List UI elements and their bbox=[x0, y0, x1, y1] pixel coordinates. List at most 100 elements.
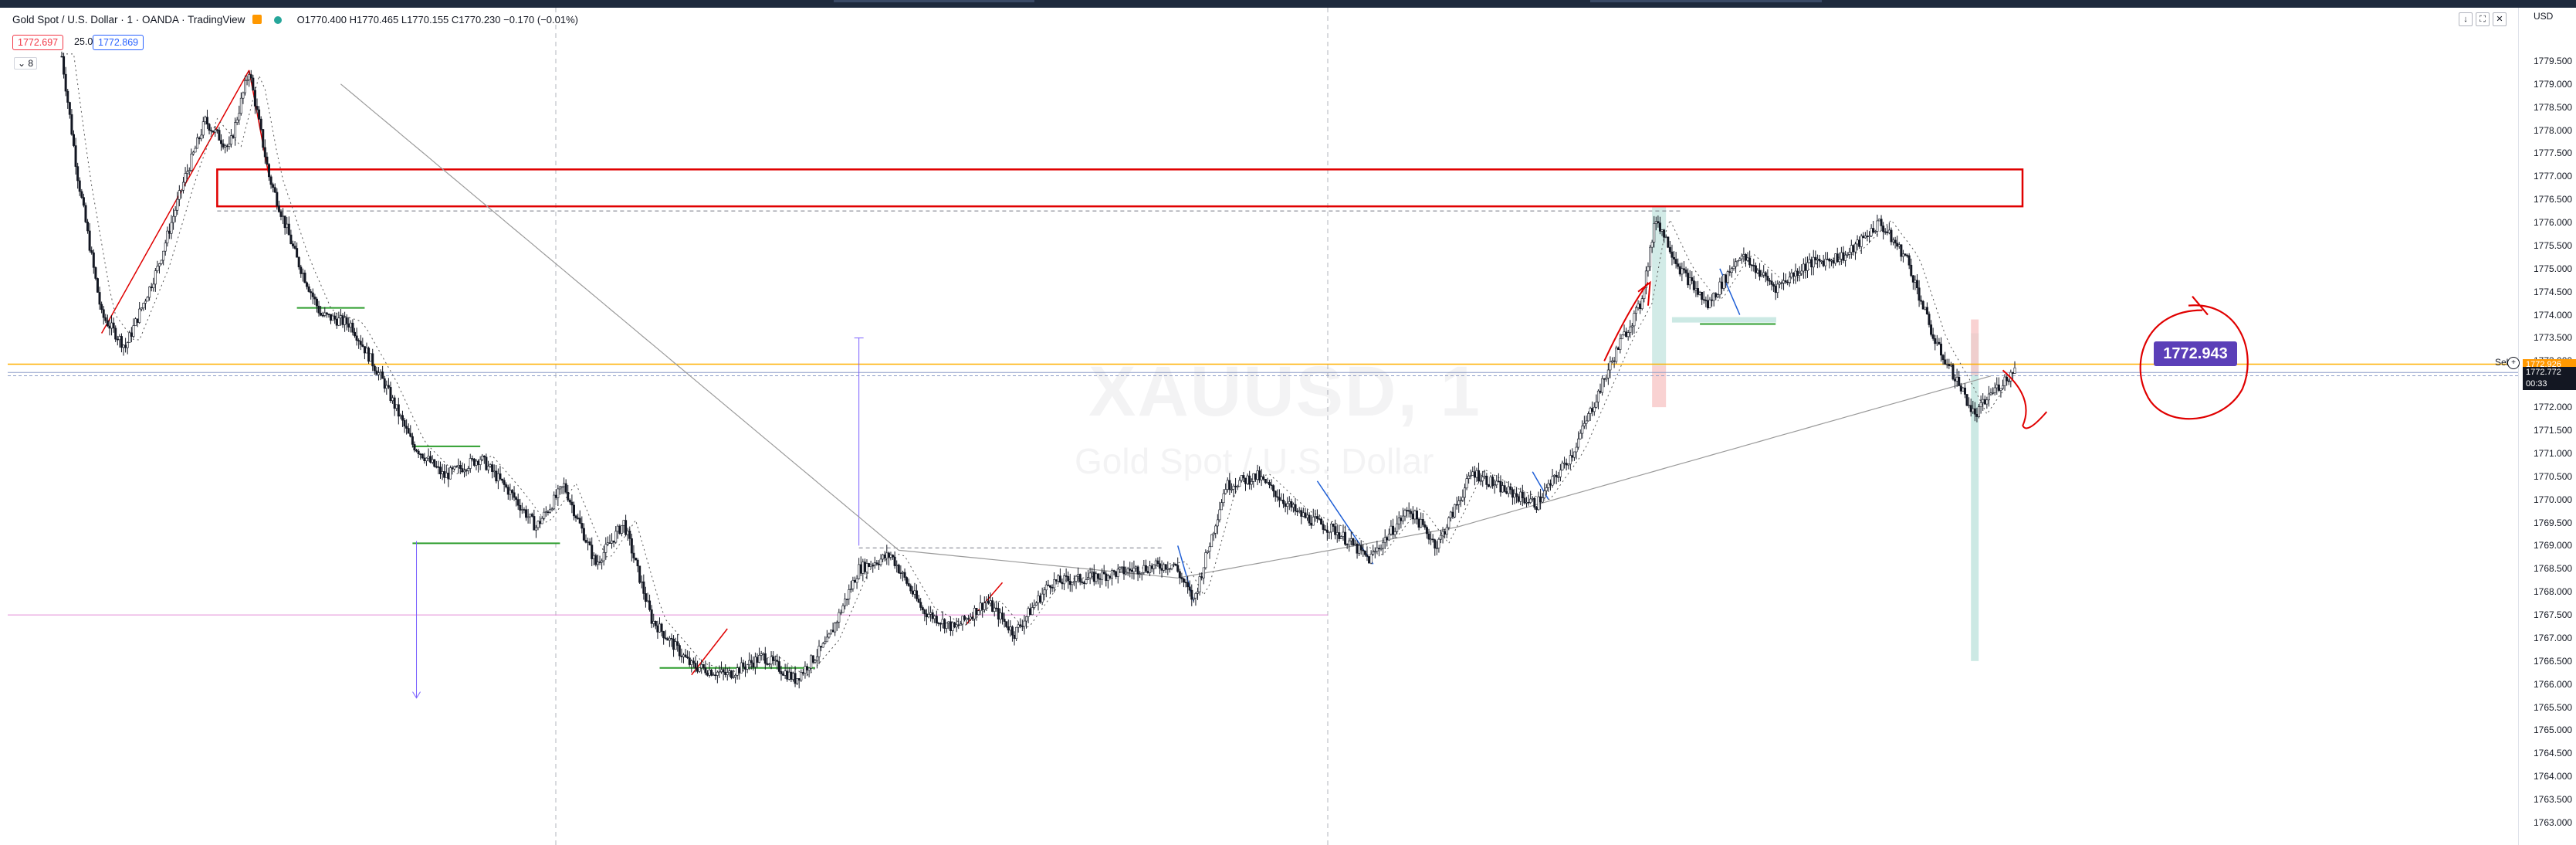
candle-bullish bbox=[1633, 313, 1636, 327]
candle-bearish bbox=[1264, 479, 1267, 484]
candle-bullish bbox=[1572, 451, 1576, 458]
candle-bullish bbox=[1601, 378, 1604, 393]
candle-bearish bbox=[1842, 252, 1845, 261]
candle-bullish bbox=[1210, 534, 1214, 548]
price-tick-label: 1770.500 bbox=[2534, 470, 2573, 482]
candle-bullish bbox=[708, 670, 711, 676]
close-icon[interactable]: ✕ bbox=[2493, 12, 2507, 26]
candle-bearish bbox=[1290, 501, 1293, 508]
price-tick-label: 1773.500 bbox=[2534, 332, 2573, 344]
candle-bearish bbox=[82, 197, 85, 206]
candle-bullish bbox=[1220, 502, 1224, 511]
candle-bullish bbox=[493, 470, 496, 473]
candle-bearish bbox=[680, 655, 683, 657]
candle-bullish bbox=[1531, 497, 1534, 500]
candle-bullish bbox=[1654, 221, 1657, 224]
candle-bullish bbox=[1800, 270, 1803, 274]
candle-bullish bbox=[1575, 446, 1578, 453]
candle-bearish bbox=[472, 458, 476, 466]
candle-bearish bbox=[1377, 548, 1380, 549]
candle-bullish bbox=[1353, 543, 1356, 545]
candle-bullish bbox=[1044, 584, 1048, 591]
candle-bullish bbox=[1541, 497, 1544, 503]
candle-bullish bbox=[601, 560, 604, 563]
candle-bullish bbox=[933, 616, 936, 619]
symbol-legend[interactable]: Gold Spot / U.S. Dollar · 1 · OANDA · Tr… bbox=[12, 14, 583, 25]
candle-bearish bbox=[253, 90, 256, 107]
candle-bullish bbox=[913, 590, 916, 595]
candle-bullish bbox=[475, 460, 478, 466]
candle-bullish bbox=[1798, 273, 1801, 277]
candle-bearish bbox=[1549, 483, 1552, 486]
candle-bearish bbox=[345, 317, 348, 324]
candle-bearish bbox=[1748, 257, 1752, 266]
candle-bullish bbox=[537, 521, 540, 528]
candle-bullish bbox=[1116, 568, 1119, 577]
price-tick-label: 1765.000 bbox=[2534, 725, 2573, 736]
candle-bullish bbox=[977, 610, 980, 616]
market-status-icon[interactable] bbox=[252, 15, 262, 24]
candle-bullish bbox=[869, 565, 872, 567]
candle-bearish bbox=[1810, 259, 1813, 268]
sell-line-label[interactable]: Sell bbox=[2495, 357, 2511, 368]
candle-bullish bbox=[431, 459, 434, 463]
indicators-collapse-button[interactable]: ⌄ 8 bbox=[14, 57, 38, 70]
candle-bearish bbox=[1896, 243, 1899, 247]
candle-bullish bbox=[784, 670, 787, 676]
candle-bullish bbox=[1688, 277, 1691, 286]
quantity-field[interactable]: 25.0 bbox=[74, 36, 93, 47]
crosshair-icon[interactable]: + bbox=[2507, 357, 2520, 369]
maximize-icon[interactable]: ⛶ bbox=[2476, 12, 2490, 26]
sell-quick-button[interactable]: 1772.697 bbox=[12, 35, 64, 50]
chart-pane[interactable] bbox=[8, 8, 2518, 845]
candle-bullish bbox=[1529, 498, 1532, 503]
candle-bullish bbox=[391, 397, 394, 402]
candle-bullish bbox=[1379, 548, 1383, 550]
candle-bearish bbox=[877, 564, 880, 565]
candle-bullish bbox=[190, 154, 193, 171]
hand-drawn-arrow-down bbox=[2002, 369, 2048, 429]
candle-bearish bbox=[943, 619, 946, 629]
candle-bullish bbox=[851, 579, 855, 589]
watermark-symbol: XAUUSD, 1 bbox=[1088, 352, 1481, 431]
candle-bullish bbox=[148, 287, 151, 298]
candle-bullish bbox=[830, 630, 833, 635]
candle-bullish bbox=[172, 215, 175, 223]
candle-bearish bbox=[393, 397, 396, 409]
candle-bearish bbox=[1882, 226, 1885, 232]
candle-bullish bbox=[1844, 254, 1847, 261]
candle-bullish bbox=[1125, 572, 1128, 575]
candle-bullish bbox=[1479, 480, 1482, 482]
candle-bearish bbox=[1176, 565, 1180, 572]
candle-bullish bbox=[126, 342, 129, 348]
symbol-title[interactable]: Gold Spot / U.S. Dollar · 1 · OANDA · Tr… bbox=[12, 14, 245, 25]
candle-bullish bbox=[1776, 283, 1779, 294]
candle-bullish bbox=[1738, 258, 1742, 261]
candle-bearish bbox=[911, 590, 914, 595]
candle-bullish bbox=[626, 531, 629, 535]
candle-bearish bbox=[533, 516, 536, 531]
candle-bearish bbox=[415, 450, 418, 452]
candle-bearish bbox=[638, 565, 641, 583]
candle-bearish bbox=[303, 273, 306, 283]
candle-bearish bbox=[405, 426, 408, 429]
buy-quick-button[interactable]: 1772.869 bbox=[93, 35, 144, 50]
candle-bullish bbox=[550, 508, 553, 511]
currency-label[interactable]: USD bbox=[2534, 11, 2554, 22]
candle-bearish bbox=[267, 164, 270, 178]
candle-bearish bbox=[1178, 571, 1181, 579]
price-scale[interactable] bbox=[2518, 8, 2576, 845]
candle-bullish bbox=[1312, 516, 1315, 526]
candle-bearish bbox=[1678, 266, 1681, 275]
candle-bullish bbox=[1736, 260, 1739, 263]
candle-bullish bbox=[1644, 270, 1647, 288]
candle-bearish bbox=[568, 500, 571, 503]
candle-bearish bbox=[1019, 624, 1022, 626]
candle-bullish bbox=[122, 344, 125, 348]
candle-bullish bbox=[814, 660, 817, 663]
scroll-to-realtime-icon[interactable]: ↓ bbox=[2459, 12, 2473, 26]
candle-bearish bbox=[1455, 504, 1458, 506]
candle-bearish bbox=[447, 473, 450, 480]
candle-bearish bbox=[335, 318, 338, 326]
